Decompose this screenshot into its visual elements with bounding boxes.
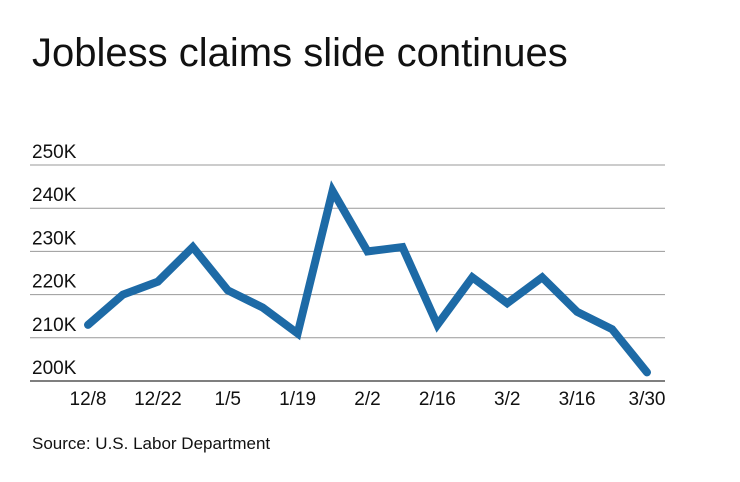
y-tick-label: 250K [32,142,77,163]
y-tick-label: 210K [32,315,77,336]
x-tick-label: 3/30 [629,389,666,410]
x-tick-label: 12/22 [134,389,182,410]
y-tick-label: 220K [32,272,77,293]
chart-title: Jobless claims slide continues [32,31,568,75]
y-tick-label: 230K [32,228,77,249]
x-tick-label: 2/2 [354,389,380,410]
y-tick-label: 240K [32,185,77,206]
x-tick-label: 3/16 [559,389,596,410]
x-tick-label: 1/19 [279,389,316,410]
x-tick-label: 1/5 [215,389,241,410]
source-note: Source: U.S. Labor Department [32,434,270,453]
data-line [84,180,651,377]
y-tick-label: 200K [32,358,77,379]
x-tick-label: 12/8 [70,389,107,410]
x-tick-label: 2/16 [419,389,456,410]
x-tick-label: 3/2 [494,389,520,410]
